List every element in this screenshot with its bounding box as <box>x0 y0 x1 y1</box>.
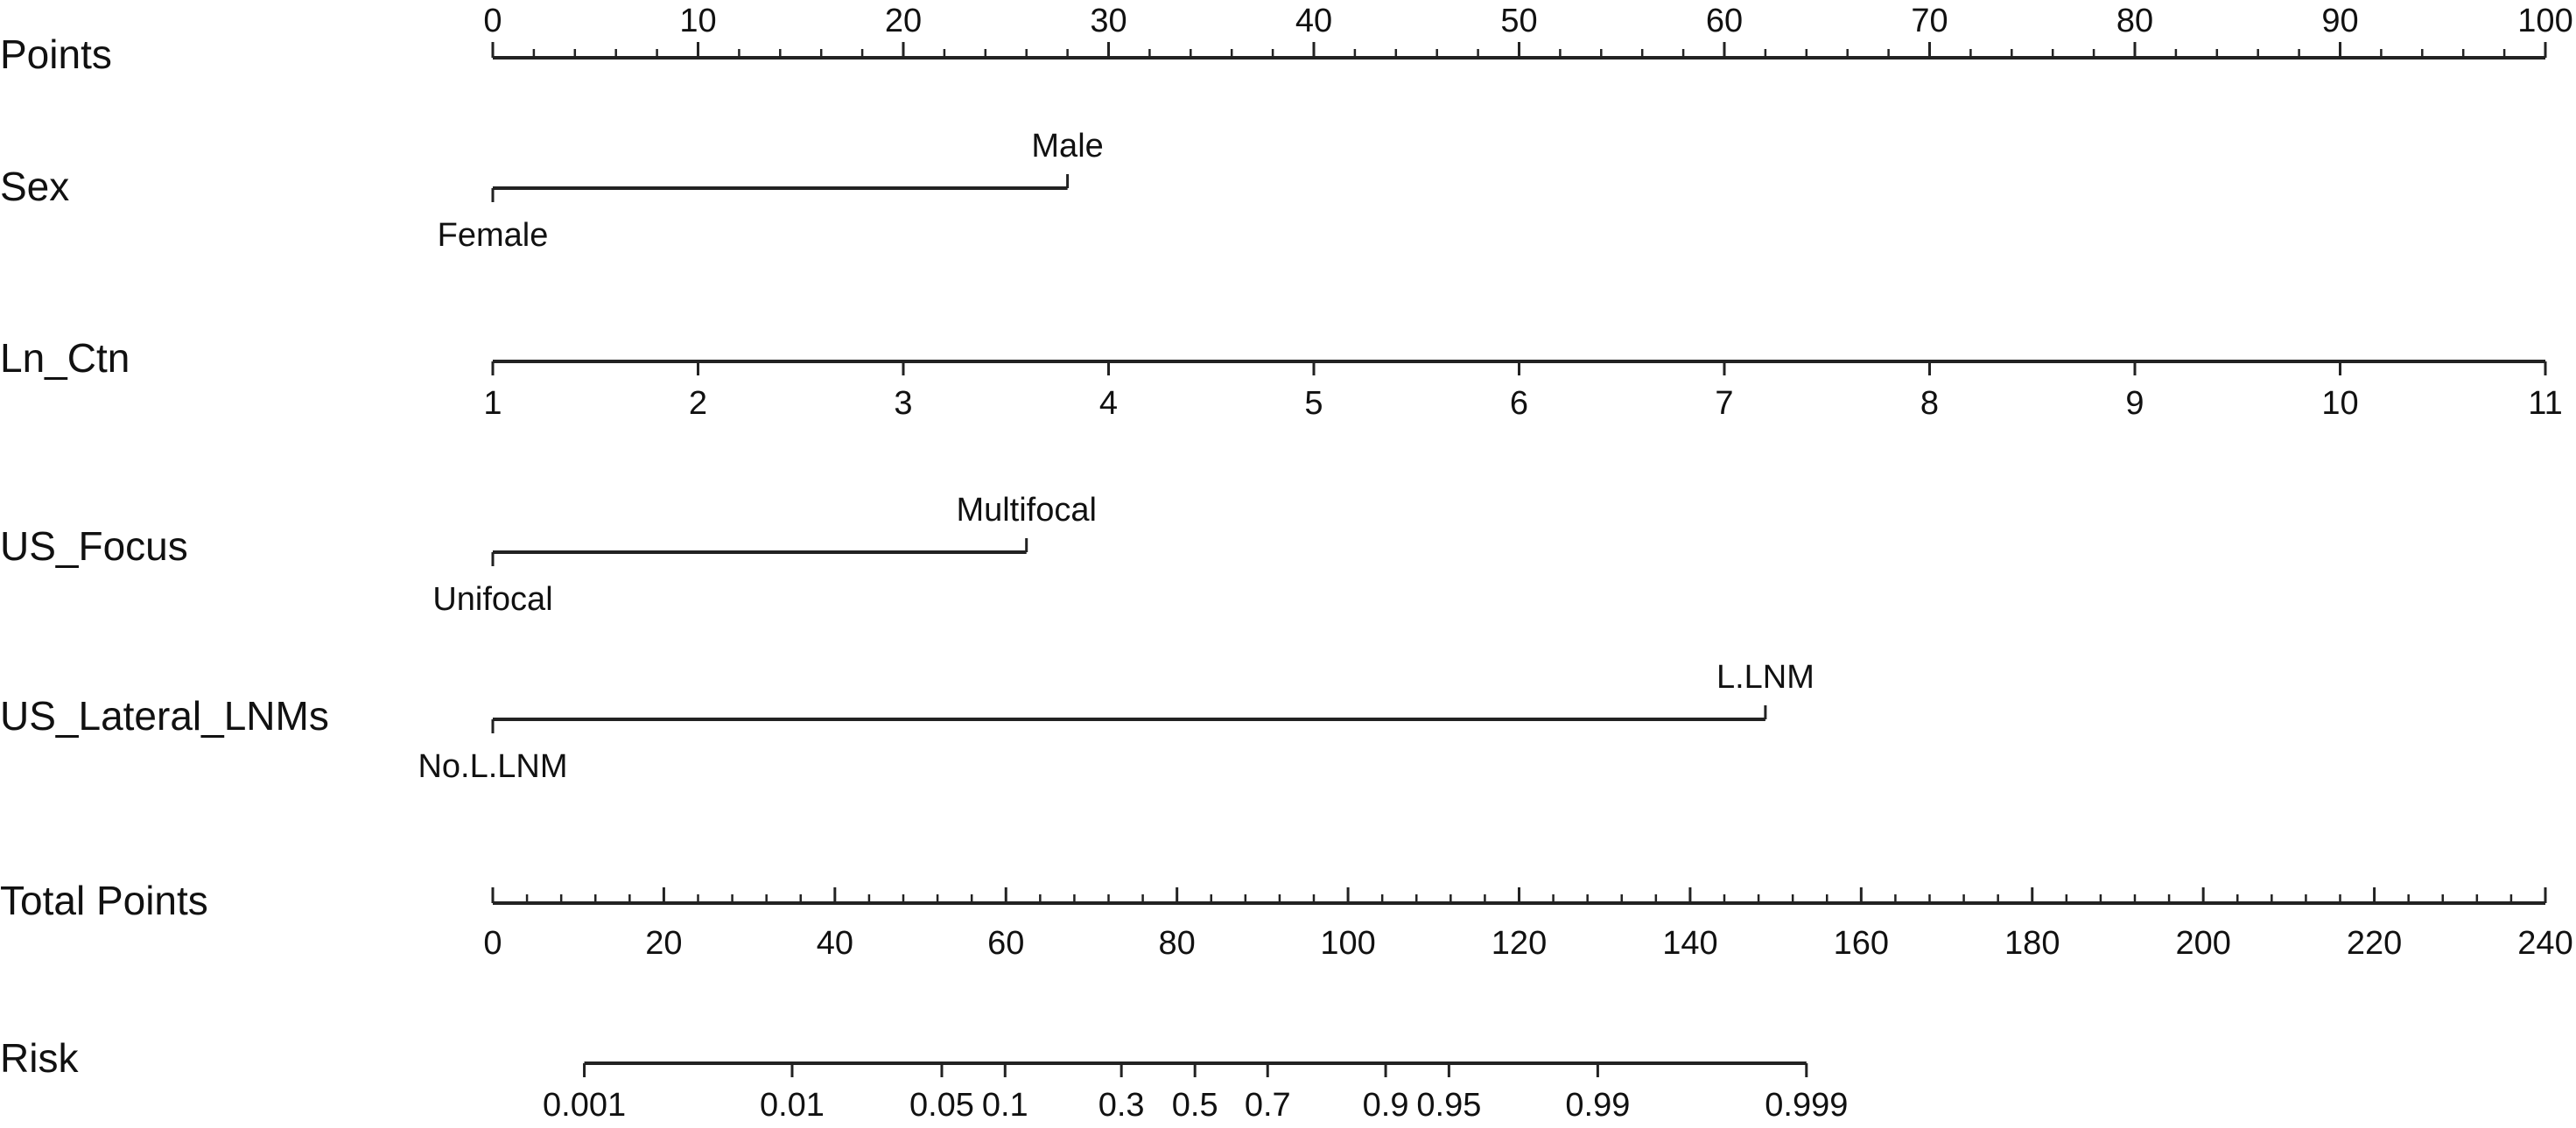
points-tick-label-40: 40 <box>1295 3 1332 39</box>
total-points-tick-label-120: 120 <box>1492 925 1547 962</box>
points-tick-label-60: 60 <box>1706 3 1743 39</box>
row-label-risk: Risk <box>0 1035 79 1081</box>
ln-ctn-tick-label-6: 6 <box>1510 385 1528 422</box>
ln-ctn-tick-label-5: 5 <box>1304 385 1323 422</box>
ln-ctn-tick-label-4: 4 <box>1099 385 1118 422</box>
points-tick-label-80: 80 <box>2116 3 2153 39</box>
risk-tick-label-0-99: 0.99 <box>1565 1087 1630 1124</box>
risk-tick-label-0-05: 0.05 <box>909 1087 974 1124</box>
row-label-sex: Sex <box>0 164 69 209</box>
risk-tick-label-0-01: 0.01 <box>760 1087 825 1124</box>
us-lateral-lnms-level-label-l-lnm: L.LNM <box>1716 659 1814 696</box>
us-focus-level-label-unifocal: Unifocal <box>432 581 552 618</box>
risk-tick-label-0-95: 0.95 <box>1416 1087 1481 1124</box>
points-tick-label-50: 50 <box>1500 3 1537 39</box>
points-tick-label-100: 100 <box>2517 3 2572 39</box>
ln-ctn-tick-label-7: 7 <box>1715 385 1733 422</box>
row-label-total-points: Total Points <box>0 878 208 923</box>
ln-ctn-tick-label-2: 2 <box>689 385 707 422</box>
total-points-tick-label-60: 60 <box>987 925 1024 962</box>
risk-tick-label-0-7: 0.7 <box>1245 1087 1291 1124</box>
row-label-points: Points <box>0 32 112 77</box>
risk-tick-label-0-5: 0.5 <box>1172 1087 1218 1124</box>
total-points-tick-label-180: 180 <box>2004 925 2060 962</box>
points-tick-label-10: 10 <box>679 3 716 39</box>
row-label-ln-ctn: Ln_Ctn <box>0 335 130 381</box>
total-points-tick-label-220: 220 <box>2347 925 2402 962</box>
ln-ctn-tick-label-1: 1 <box>483 385 502 422</box>
us-focus-level-label-multifocal: Multifocal <box>956 492 1097 529</box>
risk-tick-label-0-1: 0.1 <box>982 1087 1028 1124</box>
risk-tick-label-0-001: 0.001 <box>543 1087 626 1124</box>
risk-tick-label-0-9: 0.9 <box>1363 1087 1409 1124</box>
sex-level-label-male: Male <box>1031 128 1103 165</box>
risk-tick-label-0-999: 0.999 <box>1765 1087 1848 1124</box>
ln-ctn-tick-label-9: 9 <box>2125 385 2144 422</box>
total-points-tick-label-0: 0 <box>483 925 502 962</box>
points-tick-label-70: 70 <box>1911 3 1948 39</box>
ln-ctn-tick-label-3: 3 <box>894 385 912 422</box>
row-label-us-lateral-lnms: US_Lateral_LNMs <box>0 693 329 739</box>
ln-ctn-tick-label-10: 10 <box>2321 385 2358 422</box>
points-tick-label-90: 90 <box>2321 3 2358 39</box>
total-points-tick-label-100: 100 <box>1320 925 1375 962</box>
total-points-tick-label-40: 40 <box>817 925 853 962</box>
us-lateral-lnms-level-label-no-l-lnm: No.L.LNM <box>418 748 567 785</box>
ln-ctn-tick-label-11: 11 <box>2528 385 2562 422</box>
sex-level-label-female: Female <box>438 217 549 254</box>
total-points-tick-label-140: 140 <box>1662 925 1717 962</box>
points-tick-label-0: 0 <box>483 3 502 39</box>
ln-ctn-tick-label-8: 8 <box>1920 385 1939 422</box>
total-points-tick-label-80: 80 <box>1159 925 1196 962</box>
points-tick-label-20: 20 <box>885 3 922 39</box>
total-points-tick-label-160: 160 <box>1834 925 1889 962</box>
row-label-us-focus: US_Focus <box>0 523 188 569</box>
total-points-tick-label-200: 200 <box>2175 925 2230 962</box>
risk-tick-label-0-3: 0.3 <box>1098 1087 1145 1124</box>
points-tick-label-30: 30 <box>1090 3 1127 39</box>
total-points-tick-label-240: 240 <box>2517 925 2572 962</box>
total-points-tick-label-20: 20 <box>645 925 682 962</box>
